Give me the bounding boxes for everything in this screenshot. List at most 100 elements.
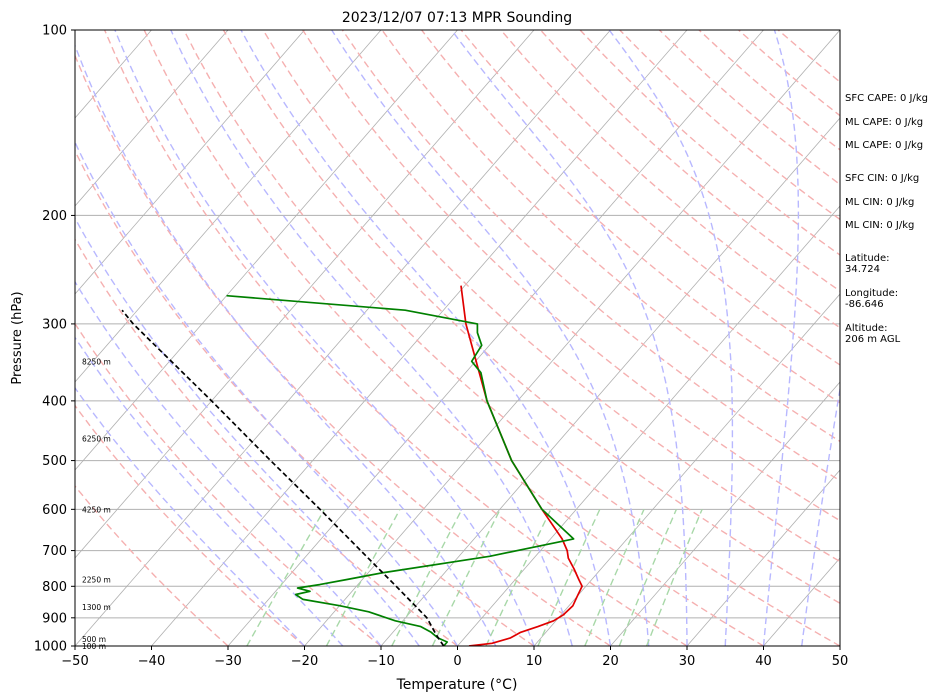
dry-adiabat	[500, 30, 840, 329]
isotherm	[151, 30, 688, 646]
x-tick-label: 0	[453, 654, 461, 669]
dry-adiabat	[75, 53, 611, 646]
altitude-label: 500 m	[82, 635, 106, 644]
y-tick-label: 1000	[34, 640, 67, 655]
mixing-ratio-line	[325, 508, 401, 646]
profile-lines	[121, 285, 583, 646]
moist-adiabat	[75, 43, 497, 646]
dry-adiabat	[341, 30, 840, 482]
y-tick-label: 900	[42, 611, 67, 626]
latitude-value: 34.724	[845, 264, 880, 275]
x-tick-label: 30	[679, 654, 696, 669]
longitude-value: -86.646	[845, 299, 884, 310]
mixing-ratio-line	[618, 509, 678, 646]
moist-adiabat	[450, 30, 688, 646]
moist-adiabat	[75, 280, 382, 646]
moist-adiabat	[114, 30, 535, 646]
isotherm	[75, 30, 382, 383]
moist-adiabat	[331, 30, 650, 646]
dry-adiabat	[302, 30, 840, 522]
mixing-ratio-line	[246, 508, 326, 646]
dry-adiabat	[75, 404, 305, 646]
dry-adiabat	[75, 484, 229, 646]
dry-adiabat	[183, 30, 840, 646]
ml-cape-label-2: ML CAPE: 0 J/kg	[845, 140, 924, 151]
isotherm	[533, 293, 840, 646]
altitude-label: 1300 m	[82, 603, 111, 612]
x-tick-label: −40	[138, 654, 165, 669]
y-tick-label: 800	[42, 580, 67, 595]
isotherm	[75, 30, 229, 207]
altitude-label: 4250 m	[82, 505, 111, 514]
background-lines	[75, 30, 840, 646]
y-tick-label: 500	[42, 454, 67, 469]
moist-adiabat	[75, 216, 420, 646]
sfc-cin-label: SFC CIN: 0 J/kg	[845, 173, 920, 184]
ml-cin-label-2: ML CIN: 0 J/kg	[845, 220, 915, 231]
y-tick-label: 100	[42, 24, 67, 39]
ml-cin-label: ML CIN: 0 J/kg	[845, 197, 915, 208]
isotherm	[75, 30, 611, 646]
x-tick-label: −30	[214, 654, 241, 669]
dry-adiabat	[103, 30, 688, 646]
isotherm	[75, 30, 305, 295]
dry-adiabat	[222, 30, 840, 605]
dry-adiabat	[143, 30, 764, 646]
dry-adiabat	[539, 30, 840, 292]
y-tick-label: 600	[42, 503, 67, 518]
mixing-ratio-line	[645, 509, 703, 646]
y-tick-label: 300	[42, 317, 67, 332]
chart-title: 2023/12/07 07:13 MPR Sounding	[342, 10, 572, 26]
moist-adiabat	[75, 140, 459, 646]
x-tick-label: −20	[291, 654, 318, 669]
altitude-label: 6250 m	[82, 434, 111, 443]
x-tick-label: 50	[832, 654, 849, 669]
isotherm	[75, 30, 535, 559]
isotherm	[457, 205, 840, 646]
dewpoint-line	[226, 294, 575, 646]
moist-adiabat	[240, 30, 612, 646]
y-axis-label: Pressure (hPa)	[10, 291, 25, 384]
isotherm	[75, 30, 458, 471]
altitude-heading: Altitude:	[845, 323, 888, 334]
mixing-ratio-line	[537, 509, 601, 646]
parcel-path-line	[121, 309, 445, 646]
y-tick-label: 200	[42, 209, 67, 224]
isotherm	[380, 117, 840, 646]
dry-adiabat	[460, 30, 840, 366]
x-axis-label: Temperature (°C)	[396, 677, 518, 693]
x-tick-label: −50	[61, 654, 88, 669]
isotherm	[686, 469, 840, 646]
mixing-ratio-line	[391, 508, 463, 646]
altitude-label: 8250 m	[82, 357, 111, 366]
dry-adiabat	[421, 30, 840, 404]
moist-adiabat	[75, 336, 344, 646]
dry-adiabat	[75, 149, 535, 646]
x-tick-label: 40	[755, 654, 772, 669]
x-tick-label: 20	[602, 654, 619, 669]
isotherm	[610, 381, 840, 646]
altitude-label: 2250 m	[82, 576, 111, 585]
dry-adiabat	[262, 30, 840, 563]
latitude-heading: Latitude:	[845, 253, 890, 264]
mixing-ratio-line	[431, 508, 501, 646]
sfc-cape-label: SFC CAPE: 0 J/kg	[845, 93, 928, 104]
isotherm	[227, 30, 764, 646]
x-tick-label: −10	[367, 654, 394, 669]
dry-adiabat	[75, 322, 382, 646]
longitude-heading: Longitude:	[845, 288, 899, 299]
moist-adiabat	[170, 30, 573, 646]
y-tick-label: 700	[42, 544, 67, 559]
dry-adiabat	[381, 30, 840, 443]
altitude-value: 206 m AGL	[845, 334, 901, 345]
moist-adiabat	[762, 30, 800, 646]
x-tick-label: 10	[526, 654, 543, 669]
y-tick-label: 400	[42, 394, 67, 409]
dry-adiabat	[75, 238, 458, 646]
moist-adiabat	[608, 30, 734, 646]
moist-adiabat	[75, 386, 305, 646]
ml-cape-label: ML CAPE: 0 J/kg	[845, 117, 924, 128]
isotherm	[304, 30, 840, 646]
